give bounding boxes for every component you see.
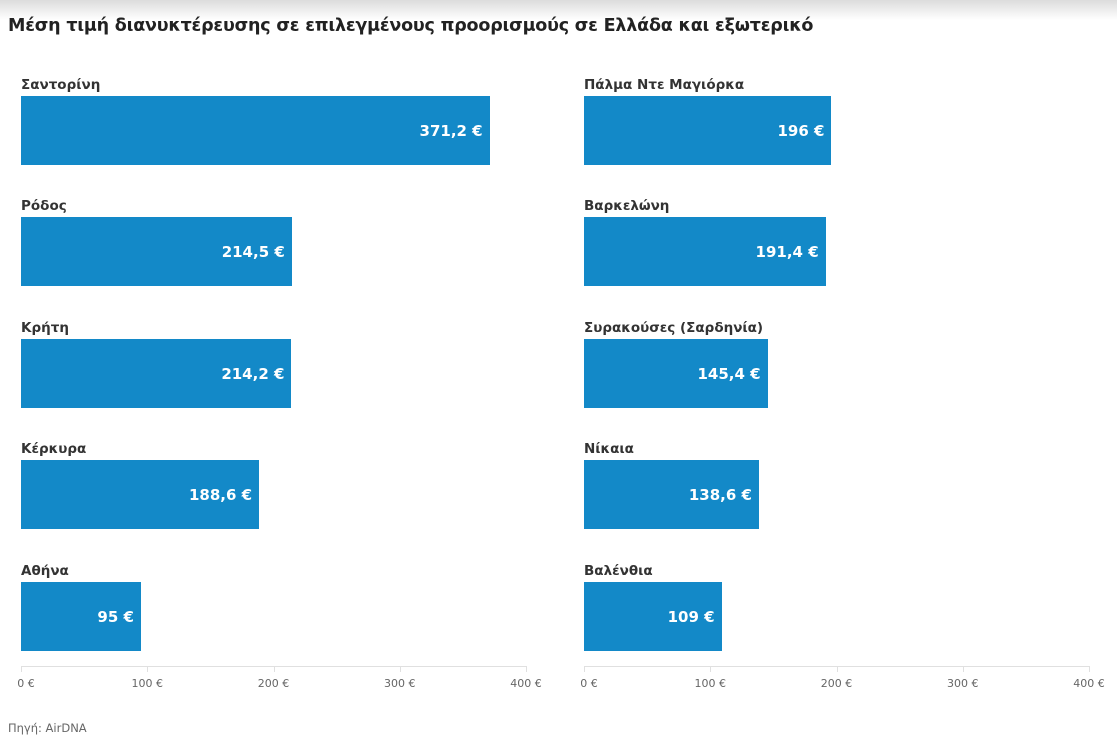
bar-value-label: 188,6 € xyxy=(188,485,253,504)
panel-abroad: Πάλμα Ντε Μαγιόρκα 196 € Βαρκελώνη 191,4 € Σ… xyxy=(580,0,1109,700)
x-axis-tick xyxy=(147,666,149,672)
x-axis-tick-label: 100 € xyxy=(131,677,164,690)
bar-value-label: 109 € xyxy=(667,607,715,626)
x-axis-tick xyxy=(273,666,275,672)
bar-value-label: 191,4 € xyxy=(755,242,819,261)
bar-label: Πάλμα Ντε Μαγιόρκα xyxy=(584,77,745,93)
bar-value-label: 196 € xyxy=(777,121,825,140)
bar[interactable]: 191,4 € xyxy=(584,217,826,286)
bar-label: Νίκαια xyxy=(584,441,634,457)
x-axis-tick xyxy=(836,666,838,672)
bar-label: Βαρκελώνη xyxy=(584,198,670,214)
bar[interactable]: 371,2 € xyxy=(21,96,490,165)
x-axis-tick xyxy=(399,666,401,672)
bar-label: Βαλένθια xyxy=(584,563,653,579)
x-axis-tick-label: 0 € xyxy=(580,677,598,690)
bar-label: Κρήτη xyxy=(21,320,69,336)
bar-value-label: 214,5 € xyxy=(221,242,285,261)
x-axis-tick xyxy=(710,666,712,672)
bar-label: Σαντορίνη xyxy=(21,77,101,93)
x-axis-tick-label: 100 € xyxy=(694,677,727,690)
x-axis-tick-label: 400 € xyxy=(1073,677,1105,690)
bar[interactable]: 138,6 € xyxy=(584,460,759,529)
x-axis-tick-label: 200 € xyxy=(257,677,290,690)
bar[interactable]: 109 € xyxy=(584,582,722,651)
x-axis-tick-label: 400 € xyxy=(510,677,542,690)
bar[interactable]: 214,5 € xyxy=(21,217,292,286)
bar-value-label: 95 € xyxy=(97,607,134,626)
top-shadow xyxy=(0,0,1117,20)
panel-greece: Σαντορίνη 371,2 € Ρόδος 214,5 € Κρήτη 214,2 €… xyxy=(17,0,546,700)
x-axis-tick xyxy=(1089,666,1090,672)
chart-title: Μέση τιμή διανυκτέρευσης σε επιλεγμένους… xyxy=(8,16,814,36)
source-note: Πηγή: AirDNA xyxy=(8,721,87,735)
bar-label: Αθήνα xyxy=(21,563,69,579)
bar-label: Ρόδος xyxy=(21,198,67,214)
x-axis-tick-label: 300 € xyxy=(947,677,979,690)
x-axis-tick xyxy=(584,666,585,672)
bar[interactable]: 196 € xyxy=(584,96,832,165)
bar[interactable]: 145,4 € xyxy=(584,339,768,408)
bar-value-label: 138,6 € xyxy=(688,485,752,504)
bar-value-label: 371,2 € xyxy=(419,121,483,140)
bar-value-label: 214,2 € xyxy=(221,364,285,383)
x-axis-tick-label: 300 € xyxy=(384,677,416,690)
x-axis-tick xyxy=(526,666,527,672)
bar[interactable]: 214,2 € xyxy=(21,339,292,408)
bar-label: Κέρκυρα xyxy=(21,441,87,457)
x-axis-tick xyxy=(962,666,964,672)
bar-value-label: 145,4 € xyxy=(697,364,761,383)
bar-label: Συρακούσες (Σαρδηνία) xyxy=(584,320,764,336)
bar[interactable]: 188,6 € xyxy=(21,460,260,529)
x-axis-tick-label: 200 € xyxy=(820,677,853,690)
x-axis-tick-label: 0 € xyxy=(17,677,35,690)
bar[interactable]: 95 € xyxy=(21,582,141,651)
x-axis-tick xyxy=(21,666,22,672)
